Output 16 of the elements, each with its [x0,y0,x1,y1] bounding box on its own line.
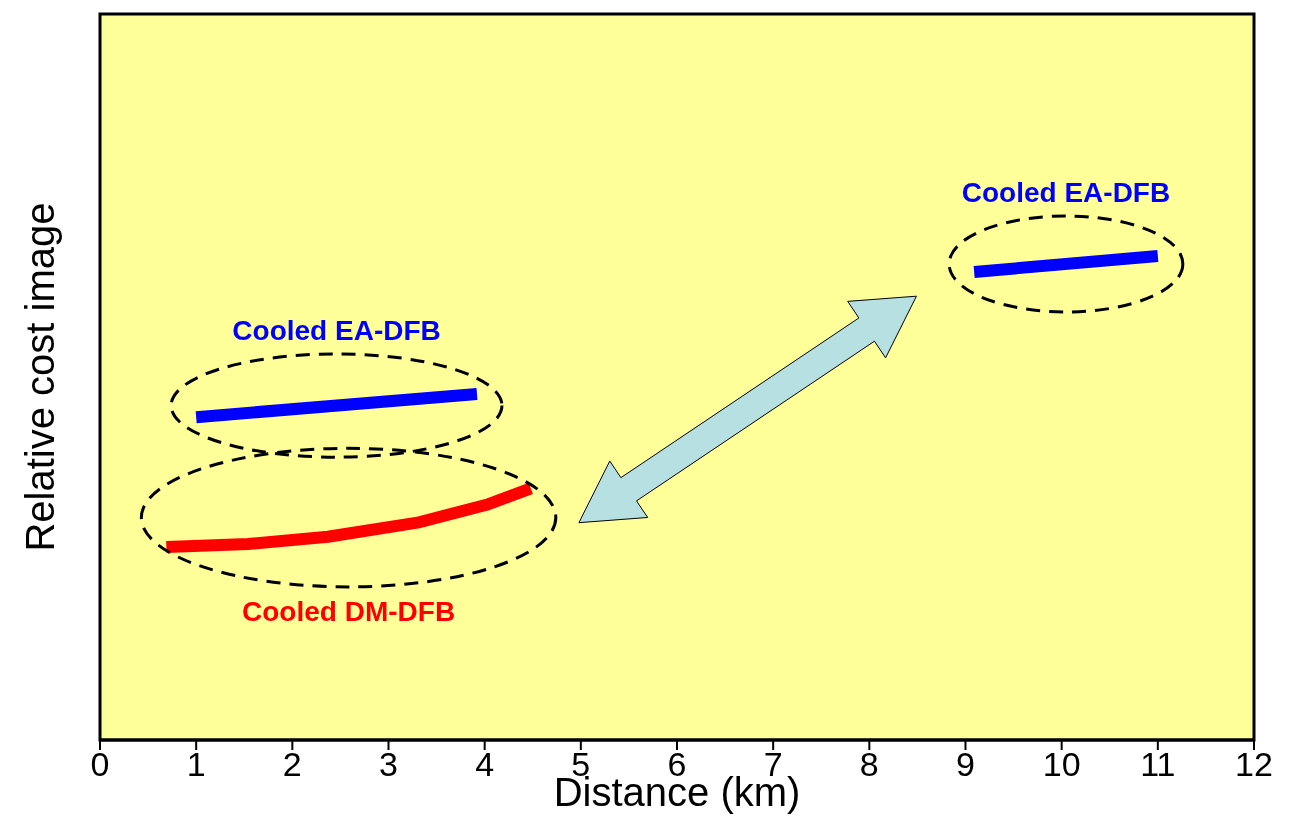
series-label: Cooled EA-DFB [961,177,1171,208]
x-tick-label: 6 [667,745,687,784]
series-label: Cooled EA-DFB [232,314,441,346]
x-tick-label: 3 [379,745,398,784]
x-tick-label: 1 [186,745,206,784]
x-tick-label: 12 [1235,745,1273,784]
series-label: Cooled DM-DFB [242,595,456,627]
x-tick-label: 9 [956,745,975,784]
x-tick-label: 4 [475,745,495,784]
x-tick-label: 7 [763,745,783,784]
x-tick-label: 10 [1042,745,1081,784]
x-tick-label: 11 [1140,745,1176,784]
y-axis-title: Relative cost image [18,202,62,552]
x-tick-label: 2 [282,745,302,784]
x-tick-label: 8 [859,745,879,784]
x-tick-label: 0 [90,745,110,784]
